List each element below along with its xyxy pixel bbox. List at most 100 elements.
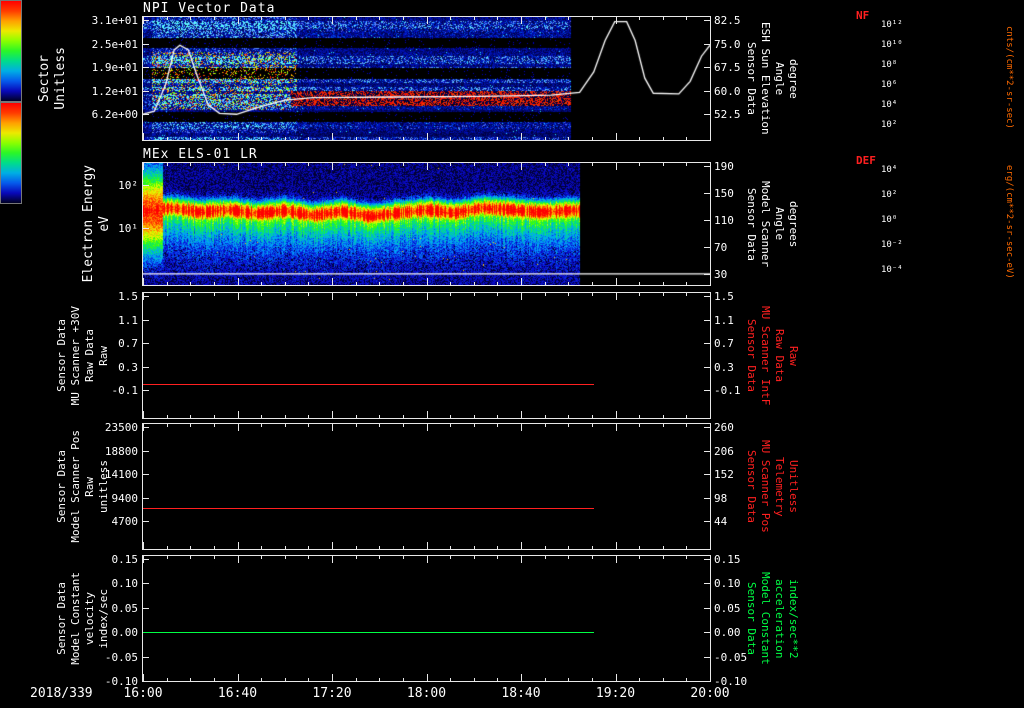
- x-tick-mark: [450, 546, 451, 549]
- mu30v-right-axis-label-line: Sensor Data: [745, 319, 758, 392]
- colorbar-tick-label: 10⁸: [881, 60, 898, 70]
- npi-right-tick-label: 67.5: [714, 61, 741, 75]
- y-tick-mark: [143, 296, 149, 297]
- els-panel: [142, 162, 711, 286]
- scanpos-left-tick-label: 14100: [104, 468, 138, 481]
- x-tick-mark: [450, 17, 451, 20]
- x-tick-mark: [616, 424, 617, 431]
- x-tick-mark: [285, 546, 286, 549]
- npi-right-axis-label: Sensor Data ESH Sun Elevation Angle degree: [745, 17, 809, 140]
- y-tick-mark: [704, 246, 710, 248]
- x-tick-mark: [238, 163, 239, 170]
- x-tick-mark: [143, 424, 144, 431]
- x-tick-mark: [568, 293, 569, 296]
- mu30v-right-tick-label: 1.1: [714, 313, 734, 327]
- npi-left-tick-label: 3.1e+01: [91, 14, 138, 28]
- x-tick-mark: [379, 282, 380, 285]
- x-tick-mark: [238, 293, 239, 300]
- npi-spectrogram-canvas: [143, 17, 710, 140]
- x-tick-mark: [285, 293, 286, 296]
- x-tick-mark: [214, 163, 215, 166]
- x-tick-mark: [545, 424, 546, 427]
- els-right-tick-label: 70: [714, 240, 728, 254]
- modelconst-left-tick-label: 0.05: [111, 601, 139, 615]
- modelconst-data-line: [143, 631, 594, 633]
- x-tick-mark: [663, 546, 664, 549]
- els-right-axis-label: Sensor Data Model Scanner Angle degrees: [745, 163, 809, 285]
- npi-left-tick-label: 1.9e+01: [91, 61, 138, 75]
- x-tick-mark: [261, 282, 262, 285]
- x-tick-mark: [450, 282, 451, 285]
- y-tick-mark: [704, 114, 710, 116]
- x-tick-mark: [427, 293, 428, 300]
- els-left-tick-label: 10²: [118, 178, 138, 192]
- mu30v-right-axis-label-line: Raw Data: [773, 329, 786, 382]
- scanpos-right-tick-label: 206: [714, 444, 734, 458]
- els-left-axis-label: Electron Energy eV: [50, 163, 112, 285]
- mu30v-panel: [142, 292, 711, 419]
- mu30v-data-line: [143, 383, 594, 385]
- modelconst-left-tick-label: 0.15: [111, 553, 139, 566]
- x-tick-mark: [639, 556, 640, 559]
- x-tick-mark: [450, 415, 451, 418]
- modelconst-right-axis-label-line: Model Constant: [759, 572, 772, 665]
- y-tick-mark: [704, 607, 710, 609]
- colorbar-def: [0, 102, 22, 204]
- x-tick-mark: [356, 678, 357, 681]
- x-tick-mark: [403, 546, 404, 549]
- x-tick-mark: [450, 137, 451, 140]
- els-right-tick-label: 110: [714, 213, 734, 227]
- modelconst-left-axis-label-line: index/sec: [97, 588, 110, 649]
- x-tick-mark: [686, 546, 687, 549]
- mu30v-left-axis-label-line: Raw: [97, 345, 110, 366]
- colorbar-tick-label: 10²: [881, 190, 898, 200]
- y-tick-mark: [143, 184, 149, 186]
- x-tick-mark: [167, 163, 168, 166]
- y-tick-mark: [143, 632, 149, 634]
- npi-right-tick-label: 82.5: [714, 14, 741, 28]
- x-tick-mark: [214, 678, 215, 681]
- x-tick-mark: [710, 556, 711, 563]
- x-tick-mark: [568, 282, 569, 285]
- x-tick-mark: [167, 415, 168, 418]
- mu30v-right-tick-label: 0.7: [714, 337, 734, 350]
- x-tick-mark: [686, 282, 687, 285]
- x-tick-mark: [403, 678, 404, 681]
- modelconst-left-axis-label-line: velocity: [83, 592, 96, 645]
- x-tick-mark: [190, 293, 191, 296]
- x-tick-mark: [403, 163, 404, 166]
- x-tick-mark: [238, 278, 239, 285]
- x-tick-mark: [238, 674, 239, 681]
- x-tick-mark: [639, 293, 640, 296]
- x-tick-mark: [568, 17, 569, 20]
- modelconst-right-tick-label: 0.10: [714, 577, 741, 591]
- npi-right-axis-label-line: Angle: [773, 61, 786, 96]
- x-tick-label: 20:00: [690, 686, 730, 701]
- x-tick-mark: [639, 163, 640, 166]
- y-tick-mark: [143, 228, 149, 230]
- x-tick-mark: [214, 415, 215, 418]
- modelconst-right-tick-label: -0.05: [714, 650, 748, 664]
- x-tick-mark: [379, 17, 380, 20]
- x-tick-mark: [616, 278, 617, 285]
- y-tick-mark: [143, 43, 149, 45]
- x-tick-mark: [474, 556, 475, 559]
- y-tick-mark: [143, 114, 149, 116]
- scanpos-right-tick-label: 152: [714, 468, 734, 481]
- mu30v-left-tick-label: 0.3: [118, 360, 138, 374]
- modelconst-right-axis-label-line: Sensor Data: [745, 582, 758, 655]
- x-tick-mark: [616, 293, 617, 300]
- x-tick-mark: [308, 17, 309, 20]
- scanpos-left-tick-label: 23500: [104, 421, 138, 434]
- x-tick-mark: [616, 542, 617, 549]
- mu30v-right-tick-label: 1.5: [714, 290, 734, 303]
- x-tick-mark: [663, 163, 664, 166]
- x-tick-mark: [663, 424, 664, 427]
- colorbar-units-nf: cnts/(cm**2-sr-sec): [1004, 13, 1014, 141]
- x-tick-mark: [663, 137, 664, 140]
- x-tick-mark: [568, 424, 569, 427]
- x-tick-mark: [592, 282, 593, 285]
- x-tick-mark: [639, 678, 640, 681]
- y-tick-mark: [143, 583, 149, 585]
- y-tick-mark: [143, 319, 149, 321]
